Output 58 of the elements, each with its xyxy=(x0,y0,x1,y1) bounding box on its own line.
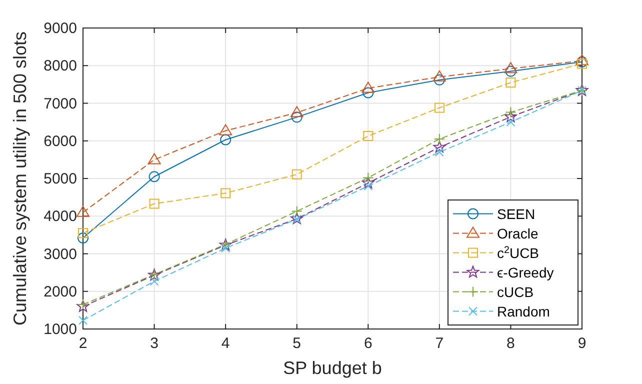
y-tick-label: 8000 xyxy=(44,58,77,75)
point xyxy=(148,171,160,182)
point xyxy=(362,82,375,93)
x-tick-label: 3 xyxy=(150,335,158,352)
point xyxy=(362,172,374,184)
point xyxy=(432,70,446,82)
x-axis-title: SP budget b xyxy=(283,358,382,378)
x-tick-label: 6 xyxy=(364,335,372,352)
x-tick-label: 9 xyxy=(578,335,586,352)
legend-label: c$^{2}$UCB xyxy=(497,244,540,261)
x-tick-label: 2 xyxy=(78,335,88,352)
y-tick-label: 4000 xyxy=(44,208,77,226)
point xyxy=(220,188,231,198)
point xyxy=(505,66,516,77)
y-tick-label: 2000 xyxy=(44,283,77,300)
point xyxy=(149,198,160,209)
point xyxy=(505,106,516,118)
y-tick-label: 7000 xyxy=(44,95,77,112)
point xyxy=(506,78,516,88)
y-tick-label: 1000 xyxy=(44,321,77,338)
point xyxy=(78,316,88,325)
point xyxy=(219,124,232,136)
legend-label: SEEN xyxy=(497,206,536,222)
legend-label: Oracle xyxy=(497,225,538,242)
point xyxy=(433,140,446,153)
y-tick-label: 5000 xyxy=(44,170,77,188)
y-tick-label: 9000 xyxy=(44,20,77,37)
x-tick-label: 8 xyxy=(506,335,515,352)
point xyxy=(434,102,444,113)
point xyxy=(434,74,445,86)
point xyxy=(78,228,88,238)
legend-label: ϵ-Greedy xyxy=(497,264,554,280)
point xyxy=(506,118,516,127)
point xyxy=(290,212,304,224)
legend-label: Random xyxy=(497,303,550,320)
point xyxy=(148,153,161,164)
point xyxy=(504,110,517,122)
legend-label: cUCB xyxy=(497,284,534,300)
point xyxy=(362,176,374,188)
point xyxy=(363,130,374,141)
point xyxy=(434,133,445,144)
point xyxy=(362,87,374,98)
point xyxy=(78,232,88,244)
x-tick-label: 4 xyxy=(221,335,230,352)
point xyxy=(434,148,444,157)
point xyxy=(291,112,302,123)
point xyxy=(150,276,159,286)
y-tick-label: 6000 xyxy=(44,132,77,150)
x-tick-label: 7 xyxy=(435,335,444,352)
x-tick-label: 5 xyxy=(292,335,302,352)
point xyxy=(290,106,304,118)
y-tick-label: 3000 xyxy=(44,246,77,263)
point xyxy=(291,206,302,217)
point xyxy=(292,169,302,180)
point xyxy=(220,134,232,146)
y-axis-title: Cumulative system utility in 500 slots xyxy=(10,31,30,326)
point xyxy=(76,206,90,217)
point xyxy=(504,62,518,74)
